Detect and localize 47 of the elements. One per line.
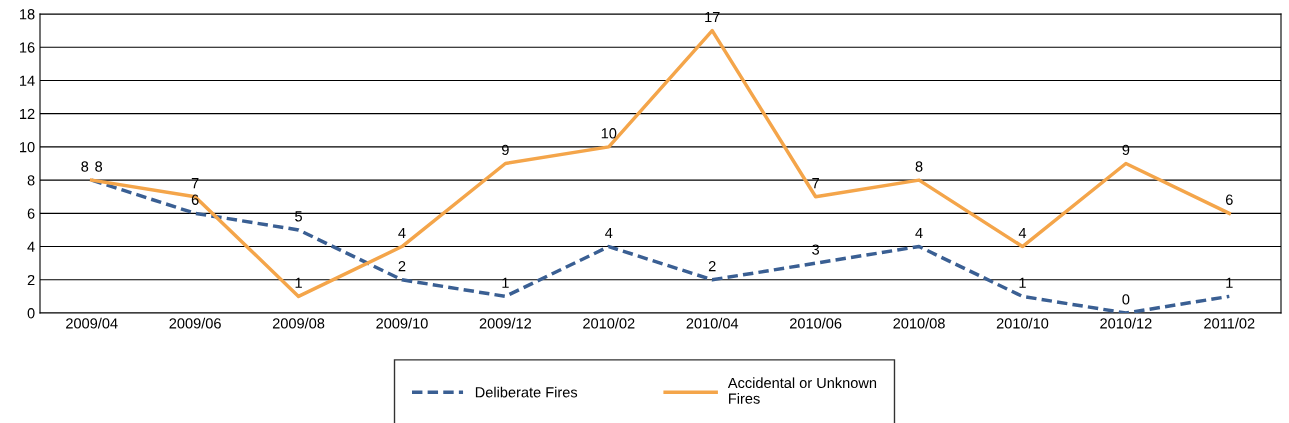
data-label: 0 [1122,294,1130,305]
x-tick-label: 2011/02 [1204,317,1255,329]
data-label: 5 [295,211,302,222]
data-label: 2 [398,261,406,272]
legend-label: Deliberate Fires [475,386,578,398]
x-tick-label: 2010/08 [893,317,945,329]
data-label: 8 [915,161,923,172]
y-tick-label: 8 [27,175,35,186]
x-tick-label: 2010/02 [583,317,635,329]
data-label: 6 [1225,194,1233,205]
data-label: 9 [502,144,509,156]
x-tick-label: 2010/12 [1100,317,1152,329]
data-label: 4 [1018,227,1027,238]
y-tick-label: 18 [20,9,35,20]
data-label: 1 [295,277,302,288]
data-label: 4 [398,227,406,238]
data-label: 6 [191,194,199,205]
x-tick-label: 2009/06 [169,317,221,329]
x-tick-label: 2010/04 [686,317,739,329]
x-tick-label: 2009/04 [66,317,118,329]
data-label: 4 [915,227,923,238]
data-label: 8 [95,161,103,172]
data-label: 10 [601,128,617,139]
data-label: 7 [812,178,819,189]
data-label: 9 [1122,144,1130,156]
data-label: 1 [1019,277,1026,288]
y-tick-label: 6 [27,208,35,219]
data-label: 2 [708,261,716,272]
x-tick-label: 2009/10 [376,317,428,329]
data-label: 1 [502,277,509,288]
data-label: 17 [705,12,720,23]
y-tick-label: 0 [27,308,35,319]
data-label: 7 [191,178,199,189]
y-tick-label: 16 [20,42,35,53]
x-tick-label: 2010/10 [996,317,1049,329]
x-tick-label: 2010/06 [790,317,842,329]
data-label: 8 [81,161,89,172]
y-tick-label: 14 [20,75,35,86]
x-tick-label: 2009/12 [479,317,531,329]
y-tick-label: 10 [20,141,35,153]
legend-label: Accidental or Unknown Fires [727,377,877,404]
data-label: 4 [605,227,613,238]
y-tick-label: 12 [20,108,35,119]
data-label: 1 [1226,277,1233,288]
x-tick-label: 2009/08 [272,317,325,329]
y-tick-label: 2 [27,274,35,286]
y-tick-label: 4 [27,241,35,252]
